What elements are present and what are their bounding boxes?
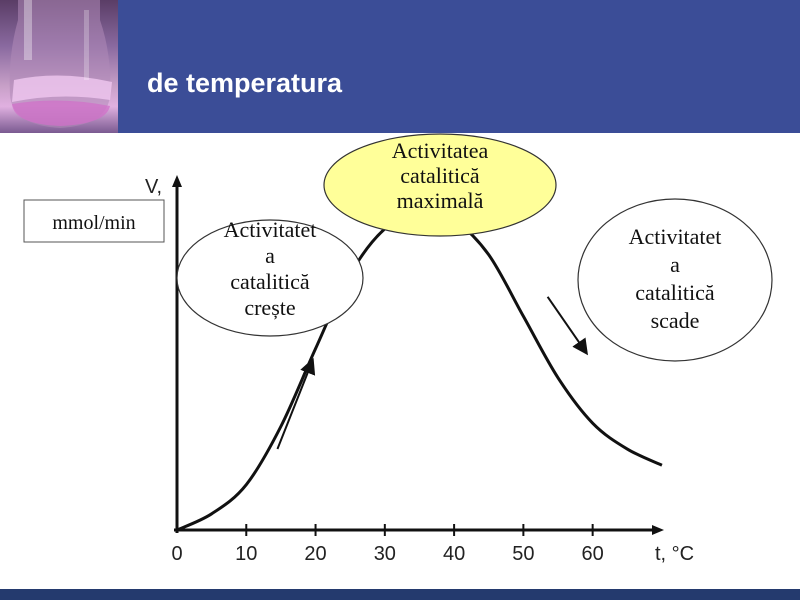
x-tick-label: 60	[582, 543, 604, 565]
y-unit-box	[23, 199, 165, 243]
annotation-text-line: catalitică	[230, 269, 310, 294]
annotation-text-line: crește	[244, 295, 295, 320]
chart-area: 0 10 20 30 40 50 60 Activitatea catalitică maxim…	[0, 133, 800, 589]
y-axis-label: V,	[145, 176, 162, 198]
x-tick-label: 30	[374, 543, 396, 565]
x-tick-label: 40	[443, 543, 465, 565]
x-axis-arrow	[652, 525, 664, 535]
x-axis-label: t, °C	[655, 543, 694, 565]
x-tick-label: 20	[304, 543, 326, 565]
x-tick-label: 50	[512, 543, 534, 565]
annotation-text-line: catalitică	[635, 280, 715, 305]
annotation-ellipse	[323, 133, 557, 237]
slide-footer-bar	[0, 589, 800, 600]
annotation-text-line: scade	[651, 308, 700, 333]
x-tick-label: 0	[171, 543, 182, 565]
y-axis-arrow	[172, 175, 182, 187]
annotation-text-line: a	[670, 252, 680, 277]
annotation-text-line: Activitatet	[629, 224, 722, 249]
trend-arrow	[276, 357, 316, 450]
annotation-decrease: Activitatet a catalitică scade	[577, 198, 773, 362]
x-tick-label: 10	[235, 543, 257, 565]
flask-photo-icon	[0, 0, 118, 133]
annotation-ellipse	[176, 219, 364, 337]
annotation-text-line: Activitatet	[224, 217, 317, 242]
annotation-text-line: maximală	[397, 188, 484, 213]
y-unit-label: mmol/min	[52, 212, 135, 234]
annotation-text-line: catalitică	[400, 163, 480, 188]
annotation-ellipse	[577, 198, 773, 362]
annotation-text-line: Activitatea	[392, 138, 489, 163]
temperature-activity-chart: 0 10 20 30 40 50 60 Activitateacataliticămaxim…	[18, 133, 775, 578]
trend-arrow	[546, 296, 589, 356]
slide-header: de temperatura	[0, 0, 800, 133]
slide-title: de temperatura	[147, 68, 343, 98]
annotation-text-line: a	[265, 243, 275, 268]
